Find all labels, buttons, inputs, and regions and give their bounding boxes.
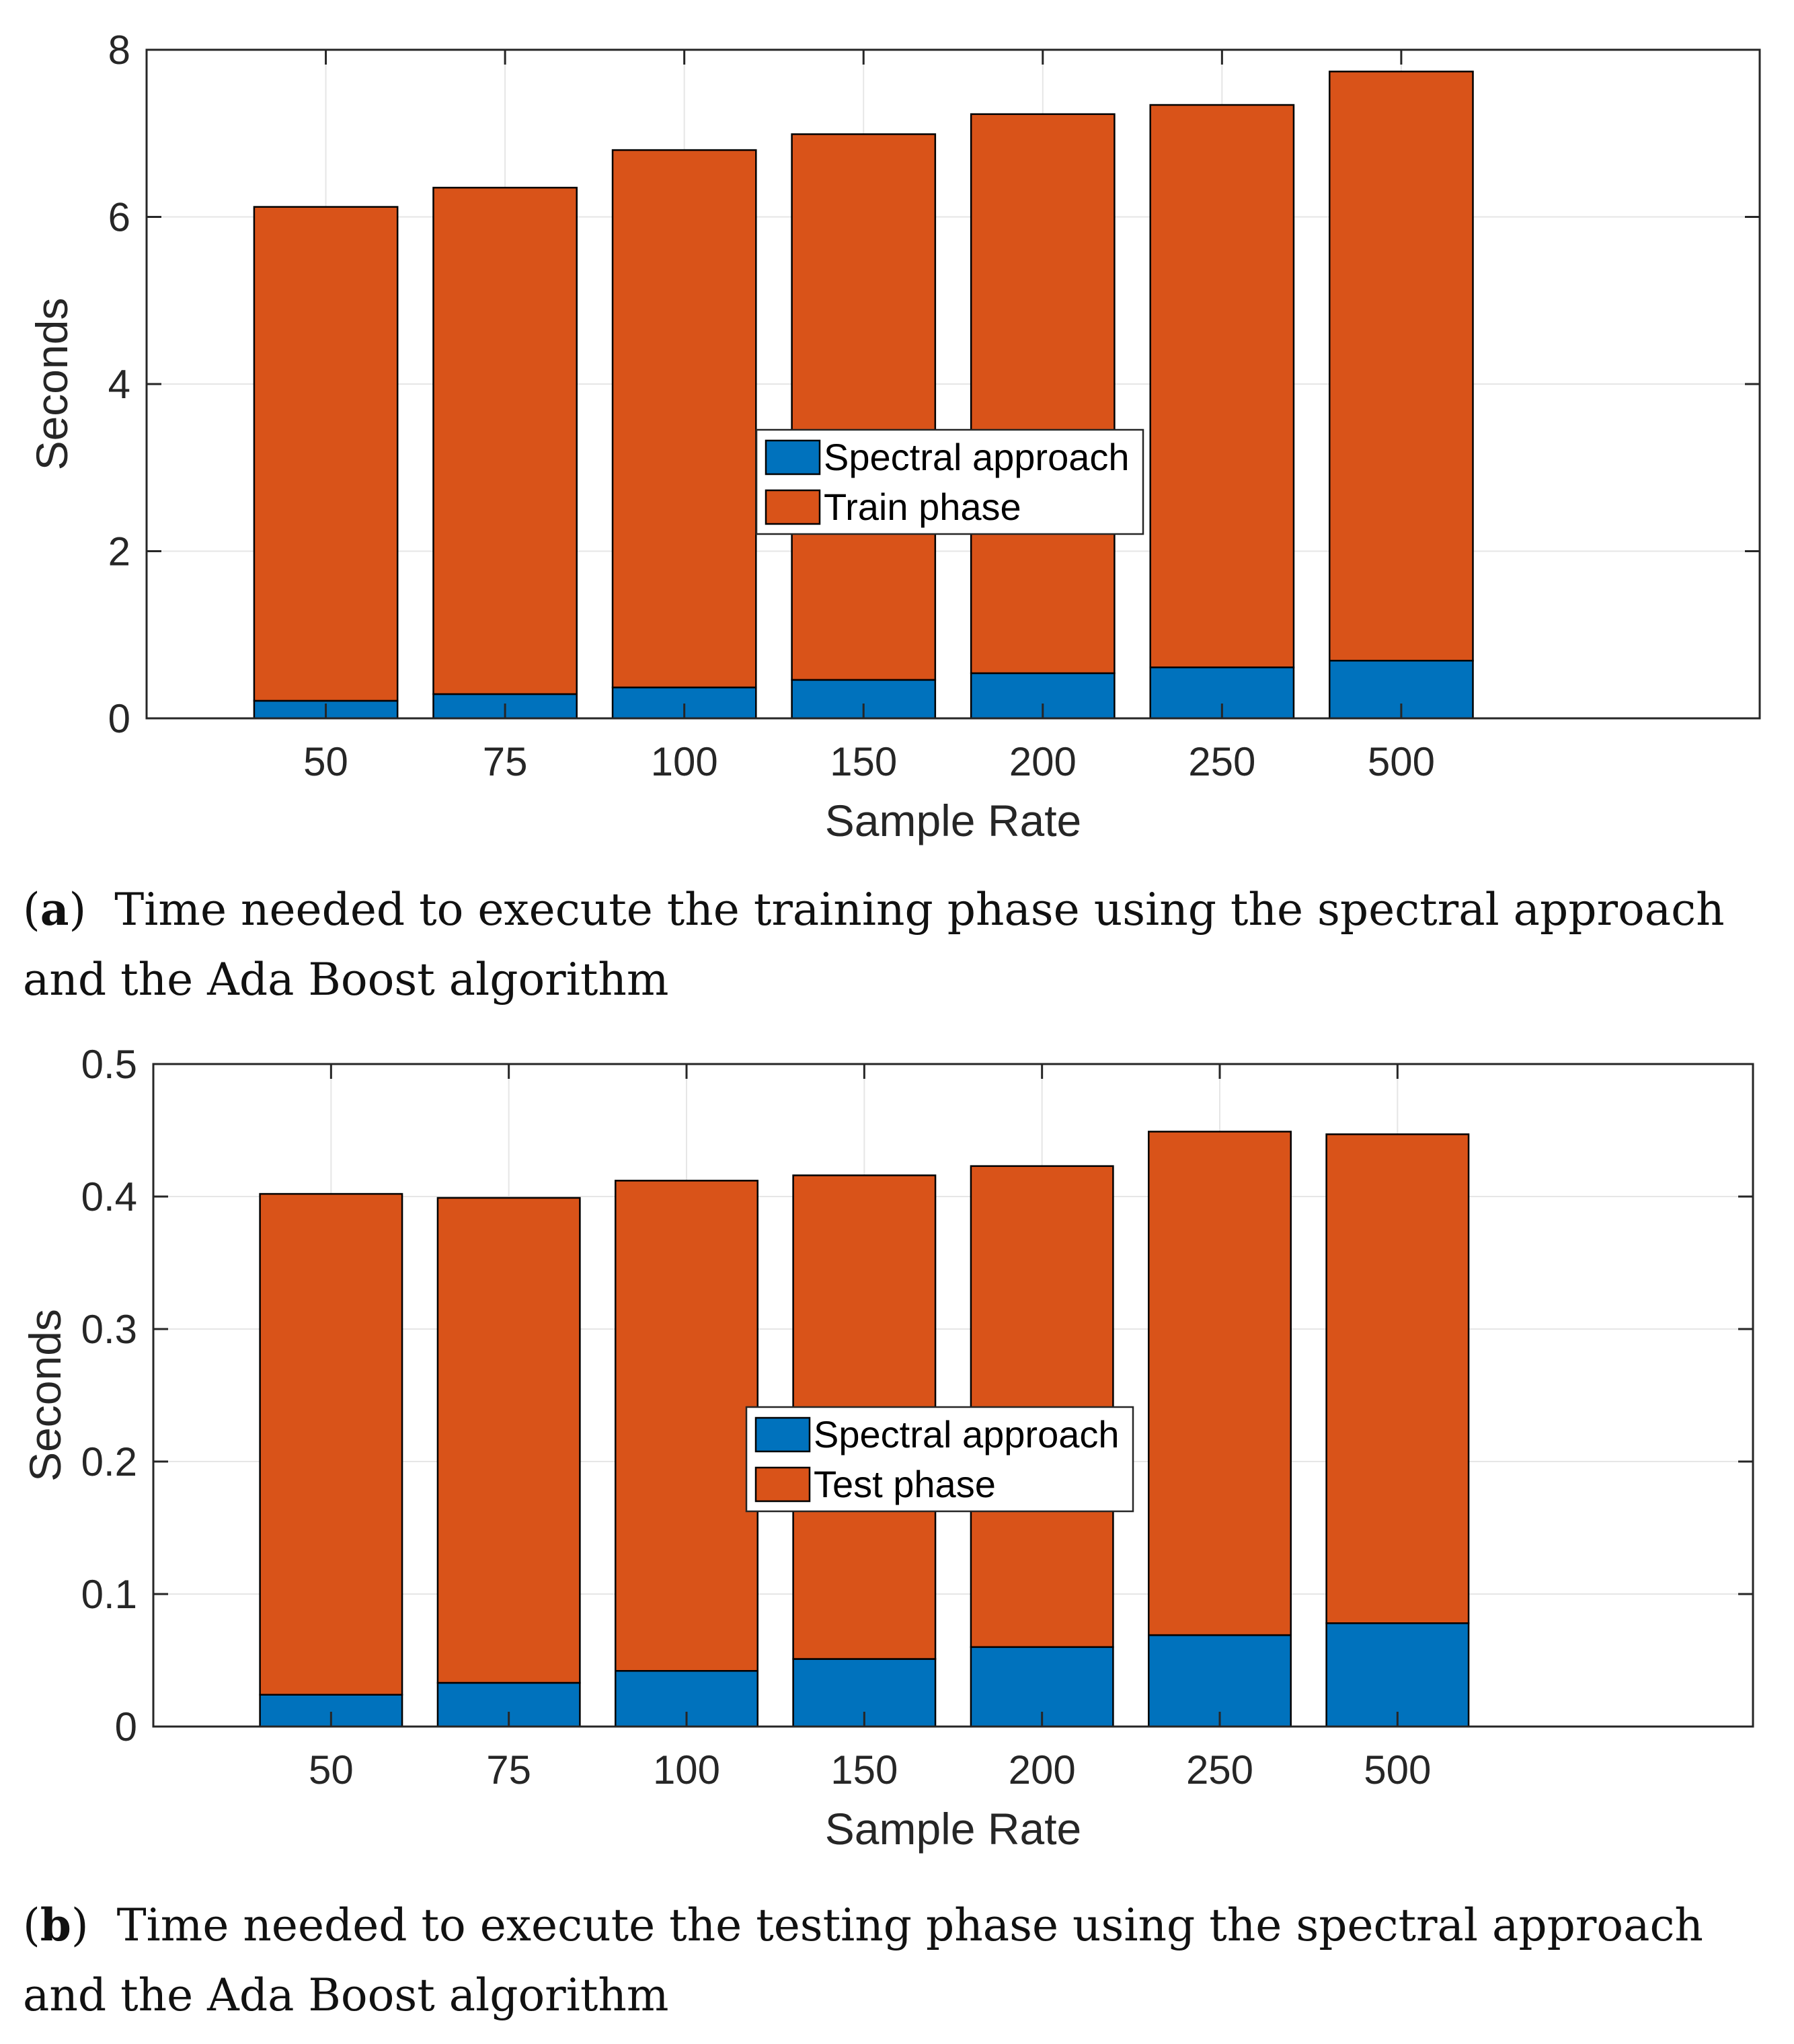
- x-tick-label: 50: [309, 1747, 354, 1792]
- caption-b: (b) Time needed to execute the testing p…: [23, 1899, 1703, 2021]
- y-tick-label: 2: [108, 529, 130, 574]
- caption-a-label: a: [40, 883, 69, 936]
- x-tick-label: 200: [1009, 1747, 1076, 1792]
- bar-phase: [1149, 104, 1295, 669]
- x-tick-label: 250: [1188, 739, 1255, 784]
- caption-b-label: b: [40, 1899, 71, 1951]
- bar-phase: [791, 133, 937, 681]
- y-tick-label: 0.2: [81, 1439, 137, 1484]
- bar-phase: [253, 206, 399, 702]
- y-axis-title: Seconds: [20, 1309, 70, 1482]
- x-tick-label: 50: [303, 739, 348, 784]
- x-tick-label: 250: [1186, 1747, 1253, 1792]
- legend-label: Train phase: [824, 486, 1021, 528]
- x-tick-label: 75: [486, 1747, 531, 1792]
- x-tick-label: 150: [830, 1747, 898, 1792]
- y-tick-label: 0: [115, 1704, 137, 1749]
- y-tick-label: 0.1: [81, 1572, 137, 1617]
- y-tick-label: 0.3: [81, 1307, 137, 1352]
- y-tick-label: 0.4: [81, 1174, 137, 1219]
- legend-label: Spectral approach: [814, 1413, 1120, 1455]
- caption-b-text: Time needed to execute the testing phase…: [23, 1899, 1703, 2021]
- legend-swatch: [754, 1416, 811, 1453]
- caption-a: (a) Time needed to execute the training …: [23, 883, 1725, 1006]
- legend-label: Test phase: [814, 1463, 996, 1505]
- figure-b: 0 0.1 0.2 0.3 0.4 0.5 50 75 100 150 200 250 500 Sampl…: [0, 1036, 1794, 2044]
- x-tick-label: 100: [653, 1747, 720, 1792]
- legend-box: [745, 1406, 1134, 1513]
- x-tick-label: 500: [1368, 739, 1435, 784]
- legend-swatch: [765, 489, 821, 525]
- x-tick-label: 500: [1364, 1747, 1431, 1792]
- legend-label: Spectral approach: [824, 436, 1130, 478]
- bar-phase: [1325, 1133, 1470, 1624]
- bar-phase: [615, 1180, 758, 1672]
- legend-swatch: [754, 1466, 811, 1503]
- bar-phase: [970, 113, 1116, 675]
- x-axis-title: Sample Rate: [825, 1804, 1082, 1854]
- x-tick-label: 75: [483, 739, 528, 784]
- chart-a: 0 2 4 6 8 50 75 100 150 200 250 500 Sample Rate Secon…: [27, 28, 1761, 845]
- y-tick-label: 4: [108, 362, 130, 407]
- x-tick-label: 100: [651, 739, 718, 784]
- bar-phase: [1329, 71, 1474, 662]
- figure-a: 0 2 4 6 8 50 75 100 150 200 250 500 Sample Rate Secon…: [23, 28, 1761, 1006]
- y-tick-label: 8: [108, 28, 130, 73]
- bar-phase: [611, 149, 757, 689]
- bar-phase: [432, 186, 578, 695]
- legend-box: [755, 428, 1144, 535]
- bar-phase: [259, 1193, 403, 1696]
- bar-phase: [436, 1197, 581, 1684]
- x-tick-label: 200: [1009, 739, 1077, 784]
- y-tick-label: 6: [108, 195, 130, 240]
- caption-a-text: Time needed to execute the training phas…: [23, 884, 1725, 1006]
- x-tick-label: 150: [830, 739, 897, 784]
- y-tick-label: 0.5: [81, 1042, 137, 1087]
- x-axis-title: Sample Rate: [825, 796, 1082, 845]
- legend-swatch: [765, 439, 821, 476]
- y-axis-title: Seconds: [27, 298, 77, 471]
- chart-b: 0 0.1 0.2 0.3 0.4 0.5 50 75 100 150 200 250 500 Sampl…: [20, 1042, 1754, 1854]
- axes-box: [152, 1063, 1754, 1728]
- bar-spectral-approach: [1325, 1622, 1470, 1728]
- bar-phase: [1148, 1131, 1292, 1636]
- y-tick-label: 0: [108, 696, 130, 741]
